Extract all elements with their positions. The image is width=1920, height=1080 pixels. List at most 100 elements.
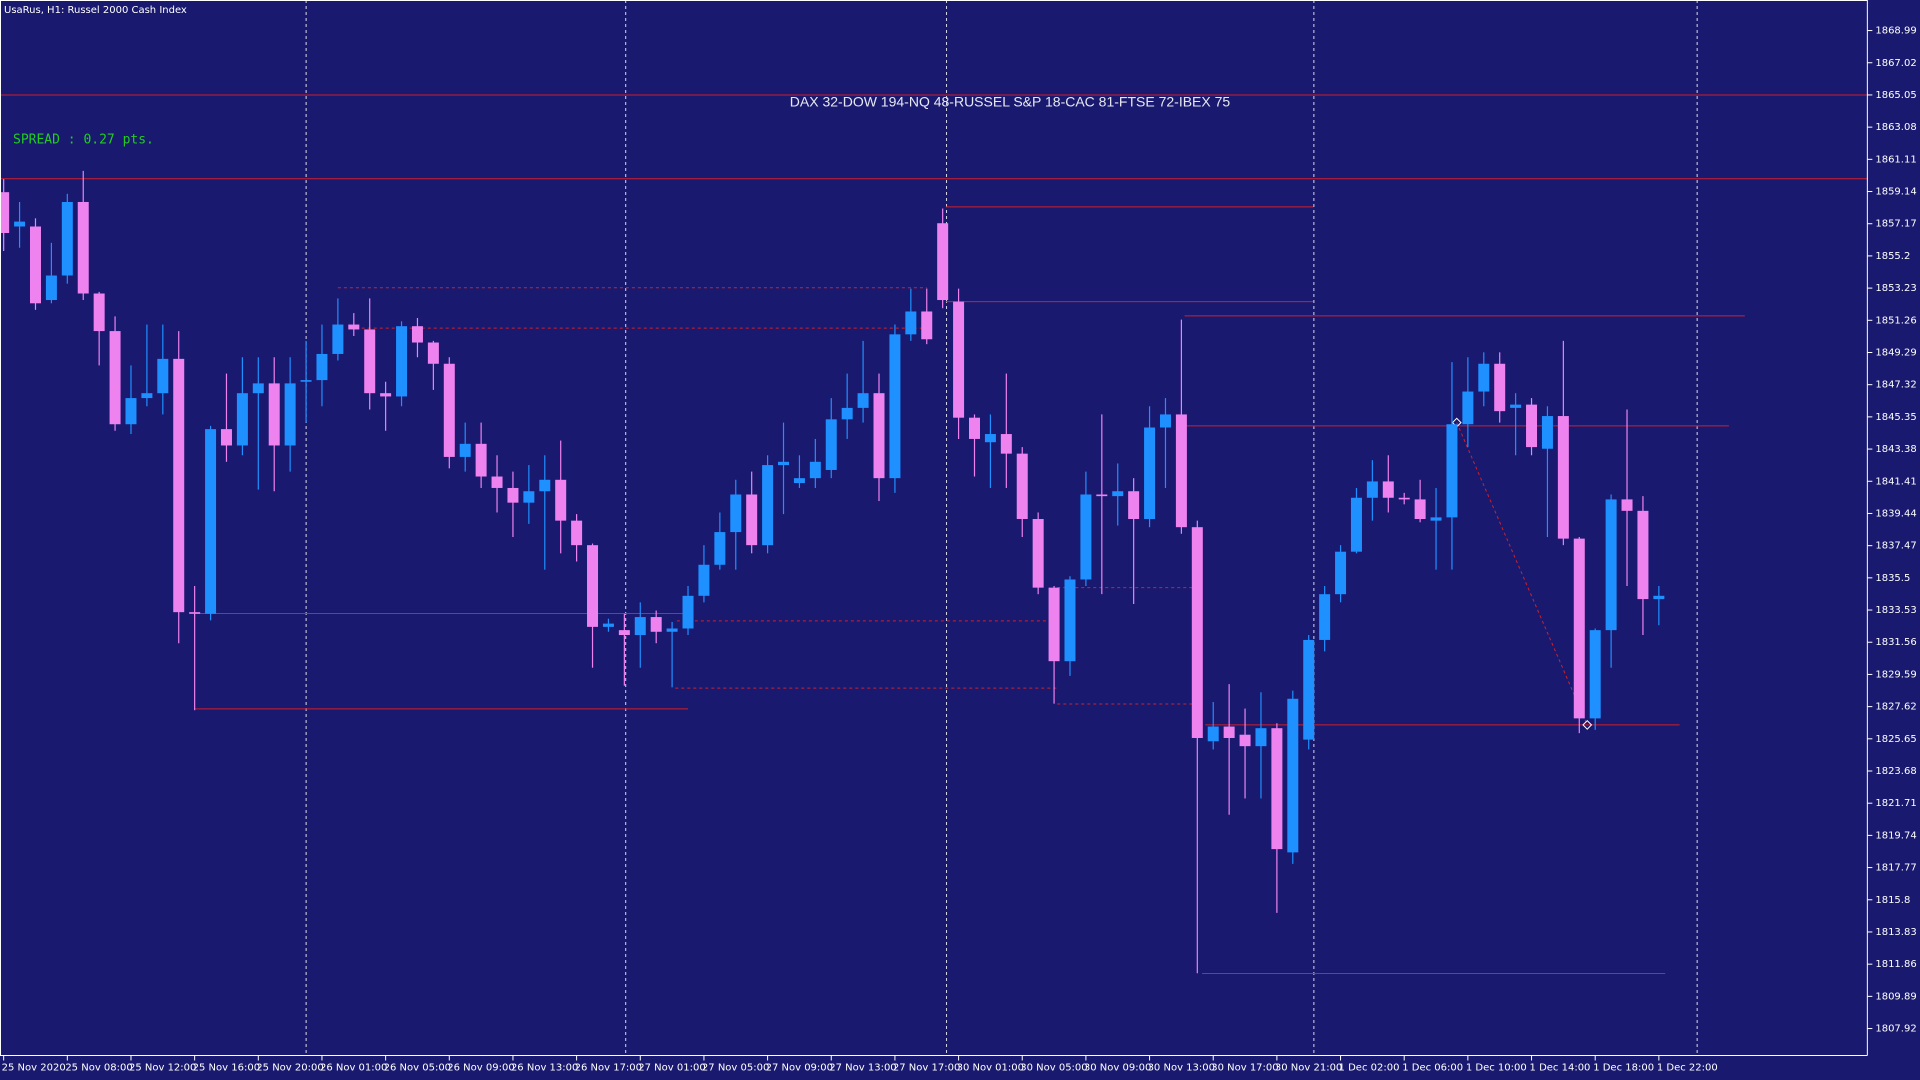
candle-body [1494, 363, 1506, 412]
candle-body [1223, 726, 1235, 738]
candle-body [1414, 499, 1426, 520]
y-tick-label: 1839.44 [1875, 508, 1916, 519]
candle-body [602, 623, 614, 627]
candle-body [173, 358, 185, 613]
candle-body [1191, 527, 1203, 738]
x-tick-label: 26 Nov 13:00 [511, 1063, 578, 1074]
candle-body [730, 494, 742, 533]
x-tick-label: 30 Nov 21:00 [1275, 1063, 1342, 1074]
candle-body [1287, 698, 1299, 853]
candle-body [411, 326, 423, 343]
candle-body [650, 617, 662, 632]
candle-body [1319, 594, 1331, 640]
candle-body [125, 398, 137, 425]
y-tick-label: 1821.71 [1875, 798, 1916, 809]
y-tick-label: 1863.08 [1875, 122, 1916, 133]
x-tick-label: 26 Nov 09:00 [447, 1063, 514, 1074]
candle-body [268, 383, 280, 446]
y-tick-label: 1813.83 [1875, 927, 1916, 938]
candle-body [205, 429, 217, 614]
y-tick-label: 1831.56 [1875, 637, 1916, 648]
candle-body [1446, 424, 1458, 518]
x-tick-label: 1 Dec 06:00 [1402, 1063, 1463, 1074]
x-tick-label: 27 Nov 13:00 [829, 1063, 896, 1074]
candle-body [459, 443, 471, 457]
candle-body [698, 564, 710, 596]
candle-body [1526, 404, 1538, 448]
candle-body [1271, 728, 1283, 850]
candle-body [0, 192, 10, 234]
candle-body [45, 275, 57, 301]
candle-body [1159, 414, 1171, 428]
candle-body [61, 201, 73, 276]
candle-body [1064, 579, 1076, 662]
info-text: DAX 32-DOW 194-NQ 48-RUSSEL S&P 18-CAC 8… [790, 94, 1231, 110]
y-tick-label: 1809.89 [1875, 991, 1916, 1002]
candle-body [666, 628, 678, 632]
y-tick-label: 1833.53 [1875, 605, 1916, 616]
candle-body [762, 465, 774, 546]
candle-body [1255, 728, 1267, 747]
candle-body [953, 301, 965, 418]
candle-body [189, 612, 201, 614]
candle-body [746, 494, 758, 546]
y-tick-label: 1851.26 [1875, 315, 1916, 326]
y-tick-label: 1825.65 [1875, 734, 1916, 745]
candle-body [937, 223, 949, 301]
x-tick-label: 27 Nov 17:00 [893, 1063, 960, 1074]
candle-body [682, 595, 694, 629]
y-tick-label: 1843.38 [1875, 444, 1916, 455]
candle-body [1366, 481, 1378, 498]
trendline-anchor [1582, 719, 1593, 730]
x-tick-label: 30 Nov 09:00 [1084, 1063, 1151, 1074]
candle-body [236, 393, 248, 446]
candle-body [634, 617, 646, 636]
candle-body [1589, 630, 1601, 719]
candle-body [1621, 499, 1633, 511]
y-tick-label: 1855.2 [1875, 251, 1910, 262]
x-tick-label: 27 Nov 09:00 [766, 1063, 833, 1074]
candle-body [1541, 416, 1553, 449]
y-tick-label: 1837.47 [1875, 541, 1916, 552]
y-tick-label: 1811.86 [1875, 959, 1916, 970]
candle-body [1112, 491, 1124, 497]
y-tick-label: 1819.74 [1875, 830, 1916, 841]
candle-body [109, 331, 121, 425]
candle-body [857, 393, 869, 408]
candle-body [984, 434, 996, 443]
candle-body [1239, 734, 1251, 747]
candle-body [1096, 494, 1108, 497]
candle-body [348, 324, 360, 330]
candle-body [332, 324, 344, 354]
x-tick-label: 1 Dec 10:00 [1466, 1063, 1527, 1074]
candle-body [889, 334, 901, 479]
candle-body [157, 358, 169, 394]
y-tick-label: 1847.32 [1875, 380, 1916, 391]
candle-body [1510, 404, 1522, 408]
x-tick-label: 1 Dec 02:00 [1339, 1063, 1400, 1074]
candle-body [380, 393, 392, 397]
candle-body [1653, 595, 1665, 600]
x-tick-label: 1 Dec 18:00 [1593, 1063, 1654, 1074]
trendline [1456, 422, 1588, 726]
candle-body [1016, 453, 1028, 520]
x-tick-label: 26 Nov 05:00 [384, 1063, 451, 1074]
candle-body [873, 393, 885, 479]
candle-body [825, 419, 837, 470]
y-tick-label: 1807.92 [1875, 1024, 1916, 1035]
candle-body [1430, 517, 1442, 521]
candle-body [905, 311, 917, 335]
candle-body [841, 407, 853, 420]
y-tick-label: 1857.17 [1875, 219, 1916, 230]
candle-body [1382, 481, 1394, 498]
y-tick-label: 1835.5 [1875, 573, 1910, 584]
candle-body [300, 380, 312, 382]
candle-body [29, 226, 41, 304]
y-tick-label: 1827.62 [1875, 702, 1916, 713]
x-tick-label: 30 Nov 17:00 [1211, 1063, 1278, 1074]
candle-body [443, 363, 455, 457]
candle-body [1478, 363, 1490, 392]
x-tick-label: 25 Nov 20:00 [256, 1063, 323, 1074]
candle-body [1303, 639, 1315, 740]
